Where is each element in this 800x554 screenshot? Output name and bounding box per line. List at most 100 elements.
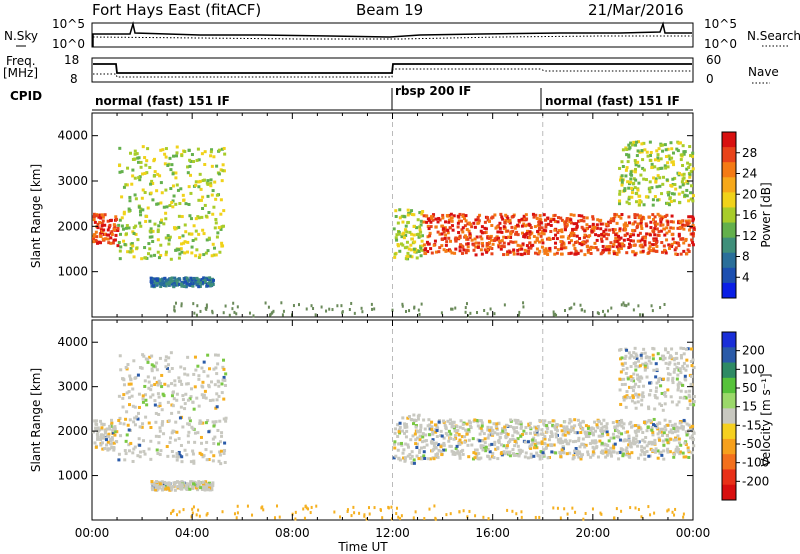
echo-cell [166, 234, 170, 238]
echo-cell [493, 440, 497, 444]
echo-cell [451, 307, 454, 311]
echo-cell [447, 236, 451, 240]
echo-cell [222, 397, 226, 401]
echo-cell [539, 450, 543, 454]
echo-cell [558, 450, 562, 454]
echo-cell [655, 227, 659, 231]
echo-cell [155, 380, 159, 384]
echo-cell [187, 423, 191, 427]
echo-cell [458, 456, 462, 460]
echo-cell [491, 242, 495, 246]
echo-cell [641, 249, 645, 253]
echo-cell [624, 224, 628, 228]
echo-cell [164, 155, 168, 159]
echo-cell [235, 516, 238, 520]
echo-cell [542, 453, 546, 457]
echo-cell [184, 284, 188, 288]
echo-cell [118, 146, 122, 150]
echo-cell [513, 444, 517, 448]
echo-cell [201, 280, 205, 284]
echo-cell [153, 170, 157, 174]
echo-cell [314, 313, 317, 317]
echo-cell [422, 243, 426, 247]
echo-cell [436, 230, 440, 234]
echo-cell [520, 247, 524, 251]
echo-cell [553, 424, 557, 428]
echo-cell [638, 379, 642, 383]
echo-cell [677, 244, 681, 248]
echo-cell [666, 372, 670, 376]
echo-cell [140, 196, 144, 200]
echo-cell [647, 454, 651, 458]
echo-cell [670, 347, 674, 351]
echo-cell [613, 215, 617, 219]
echo-cell [143, 246, 147, 250]
echo-cell [560, 243, 564, 247]
echo-cell [648, 180, 652, 184]
echo-cell [170, 367, 174, 371]
echo-cell [150, 235, 154, 239]
echo-cell [526, 251, 530, 255]
echo-cell [222, 367, 226, 371]
echo-cell [665, 438, 669, 442]
echo-cell [670, 156, 674, 160]
echo-cell [512, 252, 516, 256]
echo-cell [195, 513, 198, 517]
echo-cell [165, 205, 169, 209]
echo-cell [533, 251, 537, 255]
echo-cell [432, 457, 436, 461]
echo-cell [415, 226, 419, 230]
echo-cell [549, 435, 553, 439]
echo-cell [465, 432, 469, 436]
echo-cell [675, 252, 679, 256]
echo-cell [92, 430, 96, 434]
echo-cell [551, 423, 555, 427]
echo-cell [628, 396, 632, 400]
echo-cell [583, 309, 586, 313]
echo-cell [451, 452, 455, 456]
colorbar-tick-label: 8 [742, 250, 750, 264]
echo-cell [513, 440, 517, 444]
echo-cell [619, 402, 623, 406]
echo-cell [629, 443, 633, 447]
echo-cell [101, 447, 105, 451]
echo-cell [692, 444, 696, 448]
echo-cell [627, 153, 631, 157]
echo-cell [663, 418, 667, 422]
echo-cell [615, 252, 619, 256]
echo-cell [150, 486, 154, 490]
echo-cell [442, 448, 446, 452]
echo-cell [307, 507, 310, 511]
echo-cell [93, 419, 97, 423]
echo-cell [183, 240, 187, 244]
echo-cell [554, 451, 558, 455]
echo-cell [166, 400, 170, 404]
echo-cell [578, 242, 582, 246]
echo-cell [506, 508, 509, 512]
echo-cell [630, 378, 634, 382]
echo-cell [543, 435, 547, 439]
echo-cell [637, 359, 641, 363]
echo-cell [431, 432, 435, 436]
echo-cell [126, 363, 130, 367]
echo-cell [546, 456, 550, 460]
echo-cell [653, 233, 657, 237]
echo-cell [657, 436, 661, 440]
echo-cell [199, 435, 203, 439]
nave-tick-bottom: 0 [706, 72, 714, 86]
echo-cell [419, 246, 423, 250]
echo-cell [461, 226, 465, 230]
echo-cell [467, 229, 471, 233]
echo-cell [592, 427, 596, 431]
echo-cell [216, 231, 220, 235]
echo-cell [404, 442, 408, 446]
echo-cell [419, 219, 423, 223]
echo-cell [650, 162, 654, 166]
echo-cell [146, 252, 150, 256]
echo-cell [177, 277, 181, 281]
echo-cell [204, 396, 208, 400]
echo-cell [185, 484, 189, 488]
echo-cell [160, 218, 164, 222]
echo-cell [101, 215, 105, 219]
echo-cell [681, 223, 685, 227]
